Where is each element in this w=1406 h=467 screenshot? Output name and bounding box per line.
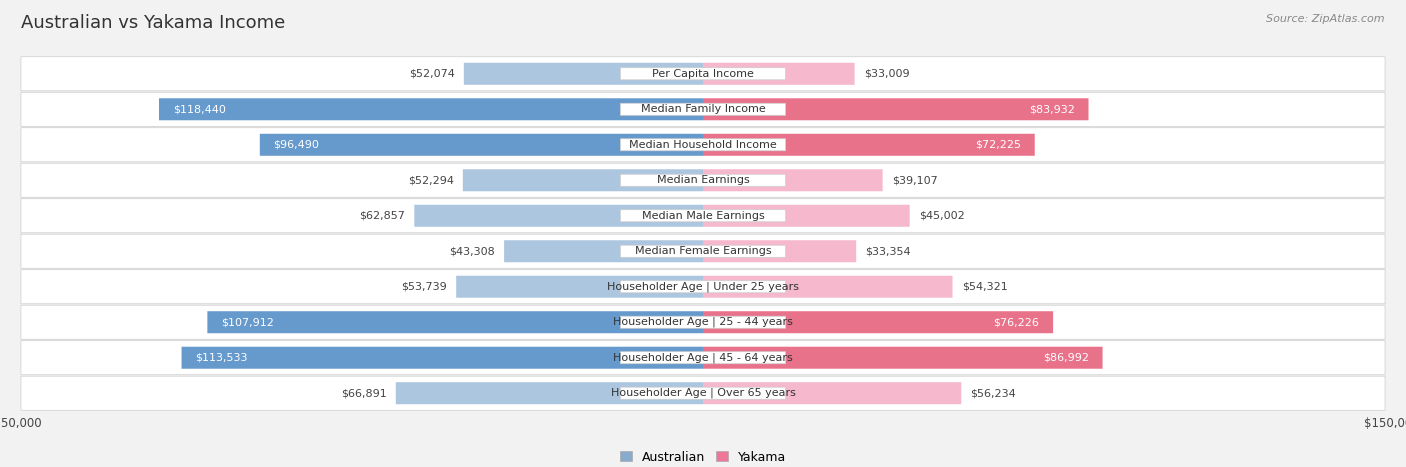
FancyBboxPatch shape bbox=[260, 134, 703, 156]
FancyBboxPatch shape bbox=[703, 134, 1035, 156]
FancyBboxPatch shape bbox=[703, 98, 1088, 120]
FancyBboxPatch shape bbox=[21, 305, 1385, 339]
Text: $56,234: $56,234 bbox=[970, 388, 1017, 398]
Text: $86,992: $86,992 bbox=[1043, 353, 1088, 363]
FancyBboxPatch shape bbox=[620, 68, 786, 80]
FancyBboxPatch shape bbox=[207, 311, 703, 333]
Text: $96,490: $96,490 bbox=[274, 140, 319, 150]
Text: Median Female Earnings: Median Female Earnings bbox=[634, 246, 772, 256]
Text: $62,857: $62,857 bbox=[360, 211, 405, 221]
Text: Source: ZipAtlas.com: Source: ZipAtlas.com bbox=[1267, 14, 1385, 24]
Text: $45,002: $45,002 bbox=[920, 211, 965, 221]
FancyBboxPatch shape bbox=[703, 205, 910, 227]
Text: $107,912: $107,912 bbox=[221, 317, 274, 327]
FancyBboxPatch shape bbox=[21, 341, 1385, 375]
FancyBboxPatch shape bbox=[620, 245, 786, 257]
FancyBboxPatch shape bbox=[505, 240, 703, 262]
FancyBboxPatch shape bbox=[21, 234, 1385, 268]
Text: Per Capita Income: Per Capita Income bbox=[652, 69, 754, 79]
Text: $53,739: $53,739 bbox=[401, 282, 447, 292]
FancyBboxPatch shape bbox=[620, 352, 786, 364]
Text: $66,891: $66,891 bbox=[340, 388, 387, 398]
FancyBboxPatch shape bbox=[703, 63, 855, 85]
FancyBboxPatch shape bbox=[703, 276, 952, 298]
FancyBboxPatch shape bbox=[703, 240, 856, 262]
FancyBboxPatch shape bbox=[456, 276, 703, 298]
FancyBboxPatch shape bbox=[620, 139, 786, 151]
FancyBboxPatch shape bbox=[703, 347, 1102, 369]
Text: $39,107: $39,107 bbox=[891, 175, 938, 185]
FancyBboxPatch shape bbox=[21, 128, 1385, 162]
Text: Householder Age | Over 65 years: Householder Age | Over 65 years bbox=[610, 388, 796, 398]
FancyBboxPatch shape bbox=[703, 169, 883, 191]
FancyBboxPatch shape bbox=[620, 387, 786, 399]
Text: $52,074: $52,074 bbox=[409, 69, 454, 79]
FancyBboxPatch shape bbox=[703, 311, 1053, 333]
FancyBboxPatch shape bbox=[620, 210, 786, 222]
FancyBboxPatch shape bbox=[620, 281, 786, 293]
Text: Householder Age | Under 25 years: Householder Age | Under 25 years bbox=[607, 282, 799, 292]
FancyBboxPatch shape bbox=[415, 205, 703, 227]
Text: $118,440: $118,440 bbox=[173, 104, 226, 114]
Text: Median Male Earnings: Median Male Earnings bbox=[641, 211, 765, 221]
FancyBboxPatch shape bbox=[21, 199, 1385, 233]
Text: Householder Age | 45 - 64 years: Householder Age | 45 - 64 years bbox=[613, 353, 793, 363]
FancyBboxPatch shape bbox=[21, 57, 1385, 91]
Text: $33,354: $33,354 bbox=[865, 246, 911, 256]
Text: $43,308: $43,308 bbox=[449, 246, 495, 256]
FancyBboxPatch shape bbox=[21, 376, 1385, 410]
FancyBboxPatch shape bbox=[181, 347, 703, 369]
FancyBboxPatch shape bbox=[395, 382, 703, 404]
Text: Median Earnings: Median Earnings bbox=[657, 175, 749, 185]
Legend: Australian, Yakama: Australian, Yakama bbox=[614, 446, 792, 467]
FancyBboxPatch shape bbox=[703, 382, 962, 404]
Text: $52,294: $52,294 bbox=[408, 175, 454, 185]
FancyBboxPatch shape bbox=[463, 169, 703, 191]
FancyBboxPatch shape bbox=[21, 92, 1385, 126]
FancyBboxPatch shape bbox=[620, 174, 786, 186]
Text: Median Family Income: Median Family Income bbox=[641, 104, 765, 114]
Text: Householder Age | 25 - 44 years: Householder Age | 25 - 44 years bbox=[613, 317, 793, 327]
Text: $83,932: $83,932 bbox=[1029, 104, 1074, 114]
Text: Median Household Income: Median Household Income bbox=[628, 140, 778, 150]
Text: $33,009: $33,009 bbox=[863, 69, 910, 79]
FancyBboxPatch shape bbox=[620, 316, 786, 328]
FancyBboxPatch shape bbox=[159, 98, 703, 120]
Text: $54,321: $54,321 bbox=[962, 282, 1008, 292]
FancyBboxPatch shape bbox=[21, 270, 1385, 304]
Text: $76,226: $76,226 bbox=[994, 317, 1039, 327]
FancyBboxPatch shape bbox=[464, 63, 703, 85]
Text: $113,533: $113,533 bbox=[195, 353, 247, 363]
Text: Australian vs Yakama Income: Australian vs Yakama Income bbox=[21, 14, 285, 32]
FancyBboxPatch shape bbox=[620, 103, 786, 115]
Text: $72,225: $72,225 bbox=[974, 140, 1021, 150]
FancyBboxPatch shape bbox=[21, 163, 1385, 197]
